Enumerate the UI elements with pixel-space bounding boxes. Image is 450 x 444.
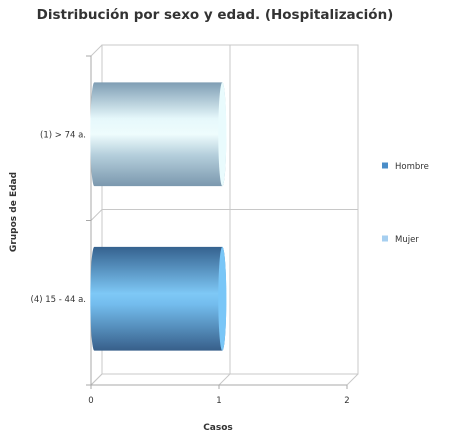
bar-cap-hombre-4-15-44-a: [218, 246, 227, 351]
ticks-layer: (1) > 74 a. (4) 15 - 44 a. 0 1 2: [31, 55, 350, 406]
bar-mujer-1-74-a: [90, 82, 227, 187]
x-tick-label: 0: [88, 396, 93, 406]
y-tick-label: (1) > 74 a.: [40, 130, 86, 140]
bar-hombre-4-15-44-a: [90, 246, 227, 351]
left-wall-line: [90, 44, 103, 57]
x-axis-title: Casos: [203, 423, 233, 433]
floor-depth-line: [218, 373, 231, 386]
y-tick-label: (4) 15 - 44 a.: [31, 295, 86, 305]
legend-label-hombre: Hombre: [395, 162, 429, 172]
floor-depth-line: [346, 373, 359, 386]
legend-label-mujer: Mujer: [395, 235, 419, 245]
left-wall-line: [90, 373, 103, 386]
x-tick-label: 2: [344, 396, 349, 406]
legend-swatch-mujer: [382, 235, 388, 242]
bar-cap-mujer-1-74-a: [218, 82, 227, 187]
bars-layer: [90, 82, 227, 351]
x-tick-label: 1: [216, 396, 221, 406]
chart-title: Distribución por sexo y edad. (Hospitali…: [37, 7, 394, 23]
legend: Hombre Mujer: [382, 162, 429, 245]
y-axis-title: Grupos de Edad: [9, 172, 19, 252]
left-wall-line: [90, 209, 103, 221]
legend-swatch-hombre: [382, 162, 388, 169]
